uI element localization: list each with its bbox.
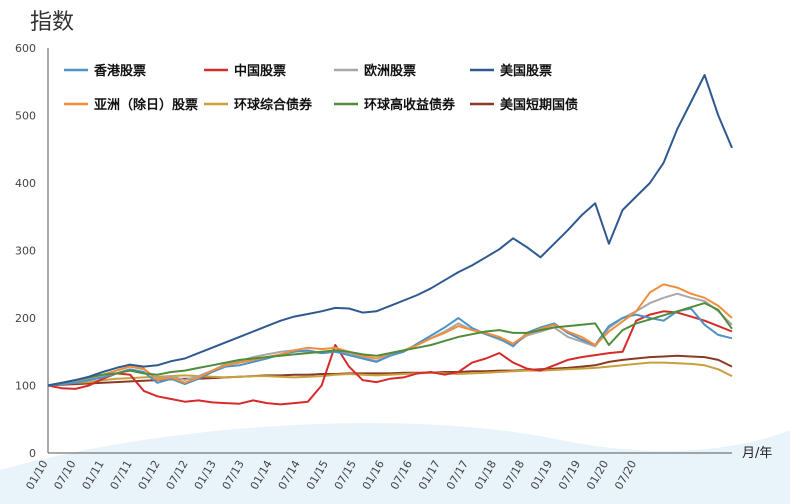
legend-label: 亚洲（除日）股票 [94, 97, 198, 113]
series-line [47, 361, 733, 387]
legend-label: 中国股票 [234, 63, 286, 79]
y-axis-title: 指数 [30, 10, 75, 35]
series-line [47, 292, 733, 387]
wave-shape [0, 423, 790, 504]
y-tick-label: 600 [15, 42, 36, 55]
legend-label: 香港股票 [93, 63, 146, 79]
y-tick-label: 200 [15, 312, 36, 325]
legend-label: 美国股票 [500, 63, 552, 79]
y-tick-label: 500 [15, 110, 36, 123]
y-tick-label: 400 [15, 177, 36, 190]
y-tick-label: 100 [15, 380, 36, 393]
y-tick-label: 300 [15, 245, 36, 258]
series-line [47, 302, 733, 387]
bottom-wave-decoration [0, 423, 790, 504]
series-lines [47, 74, 733, 406]
legend-label: 欧洲股票 [364, 63, 416, 79]
series-line [47, 310, 733, 406]
series-line [47, 74, 733, 387]
legend-label: 环球综合债券 [234, 97, 313, 113]
x-axis-unit: 月/年 [742, 446, 772, 461]
series-line [47, 354, 733, 387]
legend-label: 美国短期国债 [500, 97, 578, 113]
series-line [47, 307, 733, 387]
legend-label: 环球高收益债券 [364, 97, 456, 113]
y-tick-labels: 0 100 200 300 400 500 600 [15, 42, 36, 460]
y-tick-label: 0 [29, 447, 36, 460]
